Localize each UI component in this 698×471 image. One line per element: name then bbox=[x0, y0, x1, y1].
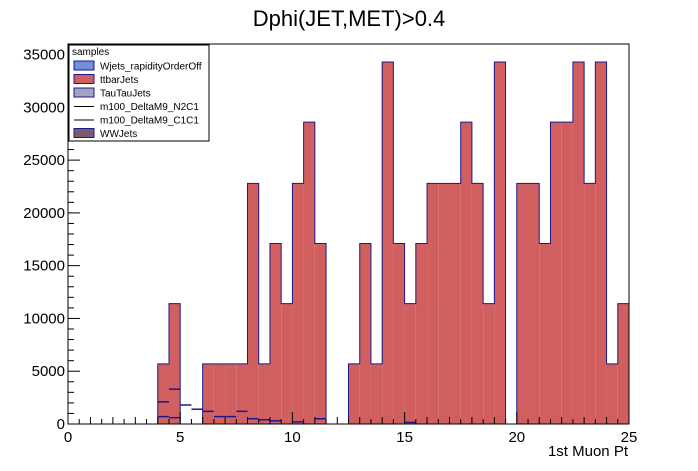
histogram-bar bbox=[236, 363, 248, 424]
histogram-bar bbox=[595, 61, 607, 424]
y-tick-label: 5000 bbox=[32, 363, 65, 380]
histogram-bar bbox=[258, 363, 270, 424]
histogram-bar bbox=[528, 183, 540, 424]
histogram-bar bbox=[561, 122, 573, 424]
chart-title: Dphi(JET,MET)>0.4 bbox=[253, 6, 446, 31]
y-tick-label: 0 bbox=[57, 416, 65, 433]
histogram-bar bbox=[483, 303, 495, 424]
x-tick-label: 5 bbox=[176, 429, 184, 446]
histogram-bar bbox=[157, 363, 169, 424]
x-tick-label: 20 bbox=[508, 429, 525, 446]
legend-label: m100_DeltaM9_N2C1 bbox=[100, 102, 199, 113]
legend-swatch bbox=[73, 60, 95, 71]
y-tick-label: 15000 bbox=[23, 258, 65, 275]
histogram-bar bbox=[415, 243, 428, 424]
y-tick-label: 35000 bbox=[23, 47, 65, 64]
x-axis-label: 1st Muon Pt bbox=[548, 443, 629, 460]
legend-label: TauTauJets bbox=[100, 89, 151, 100]
legend-label: WWJets bbox=[100, 129, 137, 140]
histogram-outline bbox=[157, 61, 630, 424]
legend-label: Wjets_rapidityOrderOff bbox=[100, 62, 202, 73]
histogram-bar bbox=[460, 122, 472, 424]
legend-swatch bbox=[73, 87, 95, 98]
histogram-bar bbox=[247, 183, 259, 424]
y-tick-label: 30000 bbox=[23, 99, 65, 116]
histogram-bar bbox=[292, 183, 304, 424]
histogram-bar bbox=[404, 303, 416, 424]
histogram-bar bbox=[550, 122, 562, 424]
histogram-bar bbox=[225, 363, 237, 424]
histogram-bar bbox=[471, 183, 484, 424]
x-tick-label: 25 bbox=[621, 429, 638, 446]
legend-label: m100_DeltaM9_C1C1 bbox=[100, 116, 199, 127]
histogram-bar bbox=[314, 243, 327, 424]
histogram-bar bbox=[572, 61, 585, 424]
histogram-bar bbox=[438, 183, 450, 424]
histogram-bar bbox=[539, 243, 551, 424]
x-tick-label: 0 bbox=[64, 429, 72, 446]
y-tick-label: 25000 bbox=[23, 152, 65, 169]
y-tick-label: 10000 bbox=[23, 310, 65, 327]
histogram-bar bbox=[269, 243, 282, 424]
histogram-bar bbox=[303, 122, 315, 424]
histogram-bar bbox=[606, 363, 618, 424]
histogram-bar bbox=[202, 363, 214, 424]
histogram-bar bbox=[427, 183, 439, 424]
legend: samples Wjets_rapidityOrderOff ttbarJets T… bbox=[68, 44, 210, 142]
x-axis: 0 5 10 15 20 25 bbox=[64, 412, 638, 446]
histogram-bar bbox=[281, 303, 293, 424]
plot-area bbox=[157, 61, 630, 424]
histogram-bar bbox=[348, 363, 360, 424]
y-axis: 0 5000 10000 15000 20000 25000 30000 35000 bbox=[23, 43, 80, 433]
histogram-bar bbox=[617, 303, 629, 424]
legend-title: samples bbox=[72, 47, 109, 58]
histogram-bar bbox=[584, 183, 596, 424]
y-tick-label: 20000 bbox=[23, 205, 65, 222]
histogram-bar bbox=[393, 243, 405, 424]
histogram-bar bbox=[213, 363, 226, 424]
legend-swatch bbox=[73, 128, 95, 138]
histogram-bar bbox=[516, 183, 529, 424]
x-tick-label: 15 bbox=[396, 429, 413, 446]
histogram-bar bbox=[168, 303, 181, 424]
x-tick-label: 10 bbox=[284, 429, 301, 446]
legend-label: ttbarJets bbox=[100, 75, 138, 86]
histogram-bar bbox=[370, 363, 383, 424]
histogram-bar bbox=[494, 61, 506, 424]
legend-swatch bbox=[73, 74, 95, 84]
histogram-bar bbox=[382, 61, 394, 424]
histogram-bar bbox=[359, 243, 371, 424]
histogram-bar bbox=[449, 183, 461, 424]
